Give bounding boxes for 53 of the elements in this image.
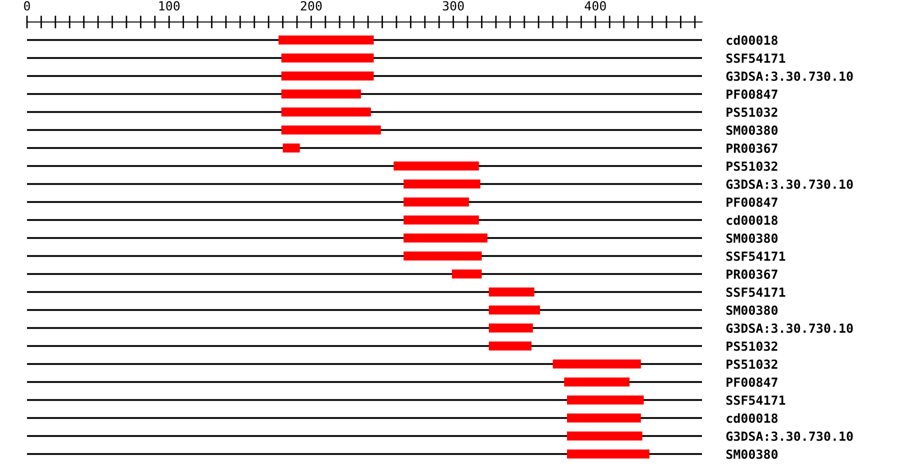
bar <box>488 306 540 314</box>
x-tick-label: 0 <box>24 1 30 11</box>
y-tick-label: SM00380 <box>726 125 778 135</box>
y-tick-label: SSF54171 <box>726 395 786 405</box>
bar <box>404 252 482 260</box>
x-tick-label: 400 <box>584 1 606 11</box>
y-tick-label: SSF54171 <box>726 287 786 297</box>
bar <box>404 216 479 224</box>
bar <box>488 324 533 332</box>
y-tick-label: SM00380 <box>726 233 778 243</box>
y-tick-label: PF00847 <box>726 89 778 99</box>
y-tick-label: PS51032 <box>726 341 778 351</box>
y-tick-label: G3DSA:3.30.730.10 <box>726 431 853 441</box>
bar <box>281 72 374 80</box>
y-tick-label: PR00367 <box>726 143 778 153</box>
y-tick-label: PF00847 <box>726 377 778 387</box>
bar <box>488 342 532 350</box>
bar <box>404 180 480 188</box>
x-tick-label: 300 <box>442 1 464 11</box>
bar <box>278 36 374 44</box>
y-tick-label: PF00847 <box>726 197 778 207</box>
y-tick-label: SSF54171 <box>726 251 786 261</box>
y-tick-label: PS51032 <box>726 161 778 171</box>
x-tick-label: 100 <box>159 1 180 11</box>
bar <box>567 432 642 440</box>
y-tick-label: cd00018 <box>726 35 778 45</box>
y-tick-label: PR00367 <box>726 269 778 279</box>
bar <box>281 108 371 116</box>
bar <box>567 396 644 404</box>
y-tick-label: PS51032 <box>726 359 778 369</box>
y-tick-label: cd00018 <box>726 413 778 423</box>
bar <box>404 234 488 242</box>
bar <box>404 198 469 206</box>
y-tick-label: SM00380 <box>726 305 778 315</box>
bar <box>564 378 630 386</box>
bar <box>567 414 641 422</box>
bar <box>567 450 650 458</box>
y-tick-label: G3DSA:3.30.730.10 <box>726 71 853 81</box>
y-tick-label: G3DSA:3.30.730.10 <box>726 323 853 333</box>
y-tick-label: cd00018 <box>726 215 778 225</box>
bar <box>281 54 374 62</box>
bar <box>281 90 361 98</box>
bar <box>452 270 482 278</box>
y-tick-label: SSF54171 <box>726 53 786 63</box>
y-tick-label: PS51032 <box>726 107 778 117</box>
bar <box>488 288 534 296</box>
x-tick-label: 200 <box>300 1 322 11</box>
bar <box>552 360 641 368</box>
y-tick-label: G3DSA:3.30.730.10 <box>726 179 853 189</box>
y-tick-label: SM00380 <box>726 449 778 459</box>
bar <box>282 144 300 152</box>
bar <box>281 126 381 134</box>
bar <box>394 162 479 170</box>
